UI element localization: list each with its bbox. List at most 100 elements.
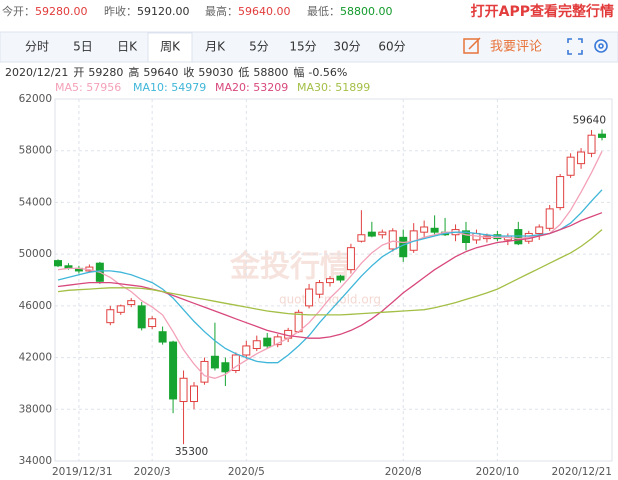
candle-body — [367, 231, 376, 237]
x-tick-label: 2019/12/31 — [52, 466, 113, 478]
candle-body — [336, 275, 345, 281]
candle-body — [54, 260, 62, 267]
tab[interactable]: 15分 — [289, 40, 316, 54]
candle-body — [273, 336, 282, 346]
tab[interactable]: 分时 — [25, 40, 49, 54]
candle-body — [252, 340, 261, 350]
quote-value: 59120.00 — [137, 5, 190, 18]
info-value: 59030 — [198, 66, 233, 79]
candle-body — [221, 362, 230, 373]
quote-value: 59640.00 — [238, 5, 291, 18]
ma-line — [57, 229, 603, 316]
candle-body — [514, 229, 523, 245]
y-tick-label: 54000 — [19, 196, 52, 208]
y-tick-label: 58000 — [19, 145, 52, 157]
legend-entry: MA30: 51899 — [297, 81, 370, 94]
quote-label: 今开： — [2, 4, 35, 18]
quote-label: 最高： — [205, 4, 238, 18]
fullscreen-icon[interactable] — [567, 38, 583, 55]
candle-body — [577, 151, 586, 165]
tab-bar — [0, 31, 618, 63]
tab[interactable]: 60分 — [378, 40, 405, 54]
info-line: 2020/12/21 开 59280 高 59640 收 59030 低 58800 幅 -0.56… — [5, 65, 347, 79]
info-label: 低 — [238, 66, 249, 79]
candle-body — [231, 354, 240, 372]
candle-body — [545, 208, 554, 229]
quote-label: 昨收： — [104, 4, 137, 18]
x-tick-label: 2020/12/21 — [551, 466, 612, 478]
quote-field: 昨收：59120.00 — [104, 4, 190, 18]
quote-label: 最低： — [307, 5, 340, 18]
candle-body — [200, 360, 209, 383]
candle-body — [357, 234, 366, 242]
active-tab — [147, 32, 193, 63]
candle-body — [535, 226, 544, 234]
legend-entry: MA20: 53209 — [215, 81, 288, 94]
watermark-url: quote.cngold.org — [279, 293, 381, 307]
legend-entry: MA10: 54979 — [133, 81, 206, 94]
app-link[interactable]: 打开APP查看完整行情 — [471, 3, 614, 20]
tab[interactable]: 5分 — [249, 40, 269, 54]
y-tick-label: 42000 — [19, 352, 52, 364]
info-label: 开 — [73, 66, 84, 79]
x-tick-label: 2020/8 — [385, 466, 422, 478]
y-tick-label: 38000 — [19, 403, 52, 415]
quote-field: 最高：59640.00 — [205, 4, 291, 18]
y-tick-label: 50000 — [19, 248, 52, 260]
y-tick-label: 46000 — [19, 300, 52, 312]
annotation: 35300 — [175, 446, 208, 458]
tab[interactable]: 日K — [117, 40, 138, 54]
candle-body — [556, 176, 565, 209]
candle-body — [462, 230, 470, 244]
candle-body — [210, 355, 219, 369]
info-label: 高 — [128, 65, 139, 79]
info-date: 2020/12/21 — [5, 66, 68, 79]
candle-body — [346, 247, 355, 271]
candle-body — [326, 278, 334, 284]
candle-body — [179, 377, 188, 403]
candle-body — [587, 134, 596, 154]
info-value: 59640 — [143, 66, 178, 79]
candle-body — [190, 385, 198, 403]
comment-icon[interactable] — [463, 37, 481, 54]
tab[interactable]: 30分 — [333, 40, 360, 54]
candle-body — [148, 318, 157, 328]
annotation: 59640 — [573, 115, 606, 127]
tab[interactable]: 5日 — [73, 40, 93, 54]
tab[interactable]: 月K — [205, 40, 226, 54]
info-label: 收 — [183, 65, 194, 79]
y-tick-label: 62000 — [19, 93, 52, 105]
x-tick-label: 2020/3 — [134, 466, 171, 478]
candle-body — [137, 305, 146, 329]
candle-body — [388, 230, 397, 250]
candle-body — [378, 231, 387, 236]
candle-body — [169, 341, 178, 400]
candle-body — [430, 227, 439, 233]
comment-button[interactable]: 我要评论 — [490, 40, 542, 55]
candle-body — [116, 305, 125, 313]
candle-body — [420, 226, 429, 233]
info-value: -0.56% — [308, 66, 347, 79]
candle-body — [315, 282, 324, 295]
info-value: 58800 — [253, 66, 288, 79]
candle-body — [106, 309, 115, 324]
candle-body — [305, 288, 314, 307]
candle-body — [158, 331, 167, 343]
ma-line — [57, 151, 603, 379]
info-label: 幅 — [293, 66, 304, 79]
quote-value: 59280.00 — [35, 5, 88, 18]
candle-body — [263, 337, 272, 347]
candle-body — [127, 300, 136, 306]
info-value: 59280 — [88, 66, 123, 79]
settings-icon[interactable] — [594, 39, 608, 53]
candle-body — [598, 133, 606, 138]
x-tick-label: 2020/10 — [476, 466, 520, 478]
quote-value: 58800.00 — [340, 5, 393, 18]
y-tick-label: 34000 — [19, 455, 52, 467]
ma-line — [57, 212, 603, 339]
ma-line — [57, 189, 603, 364]
tab[interactable]: 周K — [160, 40, 181, 54]
candle-body — [242, 345, 251, 356]
quote-field: 最低：58800.00 — [307, 5, 393, 18]
